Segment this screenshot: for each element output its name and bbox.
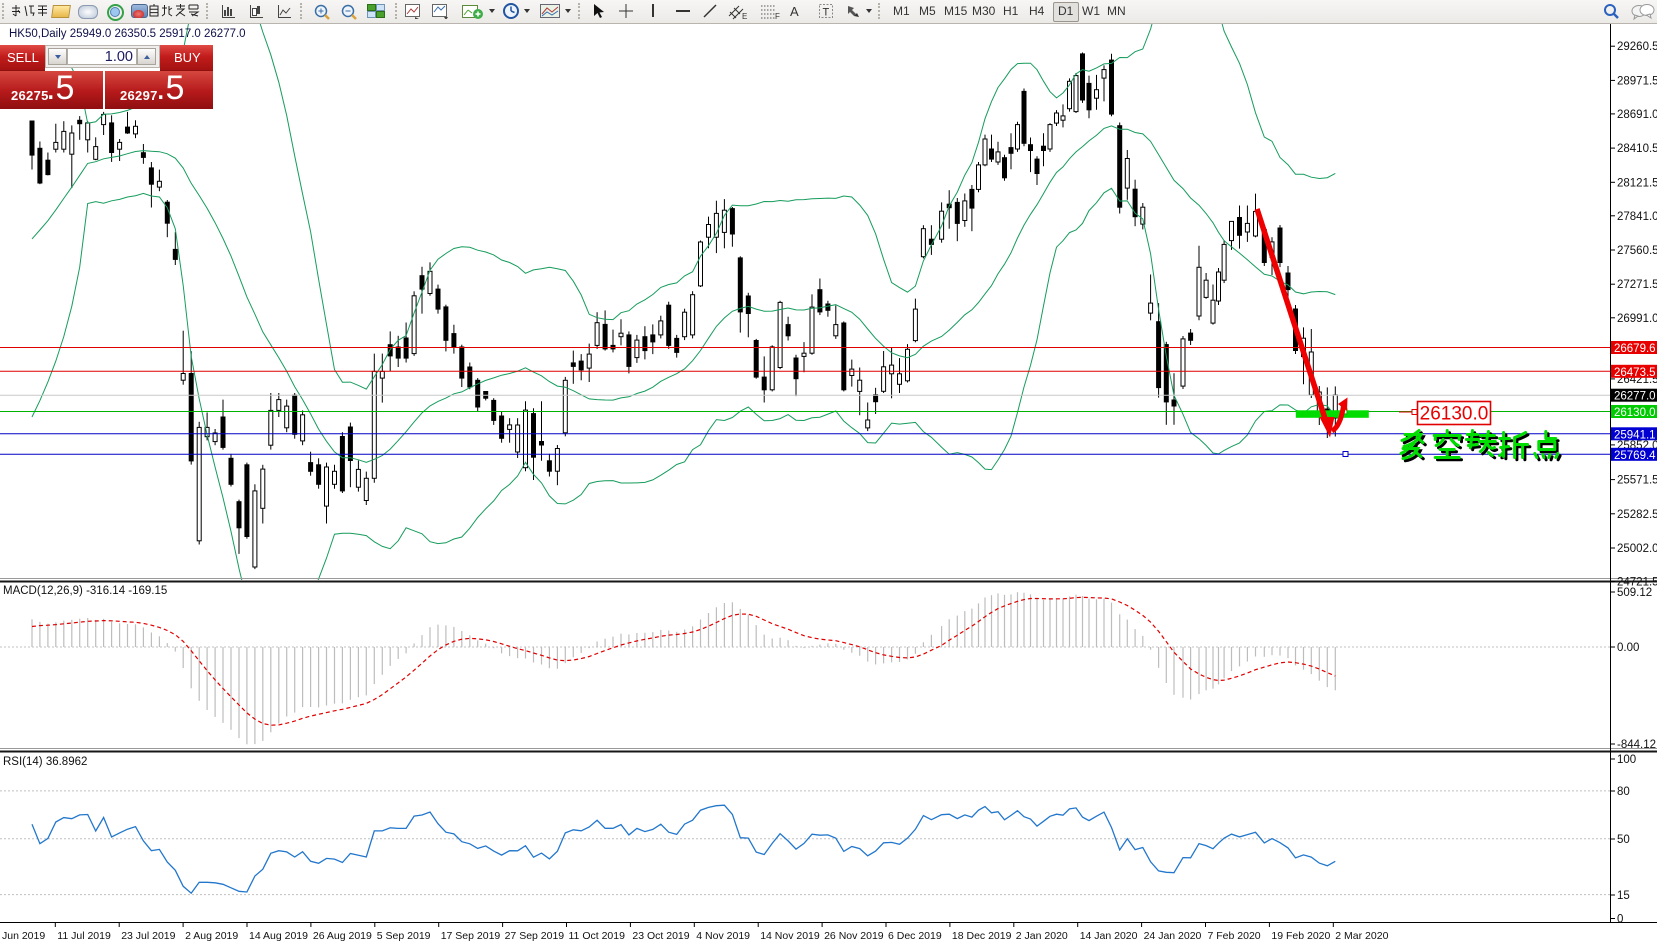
svg-text:26991.0: 26991.0 [1617, 313, 1657, 325]
svg-text:26 Nov 2019: 26 Nov 2019 [824, 930, 884, 942]
svg-text:25571.5: 25571.5 [1617, 475, 1657, 487]
svg-text:26130.0: 26130.0 [1614, 407, 1656, 419]
svg-text:100: 100 [1617, 754, 1636, 766]
svg-text:14 Nov 2019: 14 Nov 2019 [760, 930, 820, 942]
svg-text:28121.5: 28121.5 [1617, 177, 1657, 189]
svg-text:27841.0: 27841.0 [1617, 211, 1657, 223]
svg-text:26130.0: 26130.0 [1420, 404, 1489, 425]
svg-text:28971.5: 28971.5 [1617, 75, 1657, 87]
svg-text:T: T [823, 7, 830, 19]
svg-text:27271.5: 27271.5 [1617, 279, 1657, 291]
svg-text:7 Feb 2020: 7 Feb 2020 [1208, 930, 1261, 942]
svg-text:0: 0 [1617, 914, 1623, 926]
svg-text:28410.5: 28410.5 [1617, 143, 1657, 155]
svg-text:11 Jul 2019: 11 Jul 2019 [57, 930, 111, 942]
svg-text:25002.0: 25002.0 [1617, 543, 1657, 555]
svg-text:15: 15 [1617, 890, 1630, 902]
svg-text:2 Aug 2019: 2 Aug 2019 [185, 930, 238, 942]
svg-text:E: E [742, 12, 747, 20]
svg-text:23 Jul 2019: 23 Jul 2019 [121, 930, 175, 942]
svg-text:27560.5: 27560.5 [1617, 245, 1657, 257]
svg-text:11 Oct 2019: 11 Oct 2019 [569, 930, 626, 942]
svg-text:0.00: 0.00 [1617, 642, 1639, 654]
svg-text:25282.5: 25282.5 [1617, 509, 1657, 521]
svg-text:2 Jan 2020: 2 Jan 2020 [1016, 930, 1068, 942]
svg-text:25941.1: 25941.1 [1614, 429, 1656, 441]
svg-text:6 Dec 2019: 6 Dec 2019 [888, 930, 942, 942]
svg-text:29260.5: 29260.5 [1617, 41, 1657, 53]
svg-text:509.12: 509.12 [1617, 587, 1652, 599]
svg-text:14 Jan 2020: 14 Jan 2020 [1080, 930, 1138, 942]
svg-text:26 Aug 2019: 26 Aug 2019 [313, 930, 372, 942]
svg-text:F: F [775, 12, 780, 20]
svg-text:26473.5: 26473.5 [1614, 367, 1656, 379]
svg-text:5 Sep 2019: 5 Sep 2019 [377, 930, 431, 942]
svg-text:24721.5: 24721.5 [1617, 577, 1657, 589]
svg-text:17 Sep 2019: 17 Sep 2019 [441, 930, 501, 942]
svg-text:24 Jan 2020: 24 Jan 2020 [1144, 930, 1202, 942]
svg-text:RSI(14) 36.8962: RSI(14) 36.8962 [3, 756, 87, 768]
svg-text:Jun 2019: Jun 2019 [2, 930, 45, 942]
svg-text:18 Dec 2019: 18 Dec 2019 [952, 930, 1012, 942]
svg-text:-844.12: -844.12 [1617, 739, 1656, 751]
svg-text:27 Sep 2019: 27 Sep 2019 [505, 930, 565, 942]
svg-text:28691.0: 28691.0 [1617, 109, 1657, 121]
svg-text:19 Feb 2020: 19 Feb 2020 [1271, 930, 1330, 942]
svg-text:50: 50 [1617, 834, 1630, 846]
svg-text:23 Oct 2019: 23 Oct 2019 [632, 930, 689, 942]
svg-text:4 Nov 2019: 4 Nov 2019 [696, 930, 750, 942]
svg-text:HK50,Daily 25949.0 26350.5 25: HK50,Daily 25949.0 26350.5 25917.0 26277… [9, 28, 246, 40]
svg-text:14 Aug 2019: 14 Aug 2019 [249, 930, 308, 942]
svg-text:26277.0: 26277.0 [1614, 391, 1656, 403]
svg-text:80: 80 [1617, 786, 1630, 798]
svg-text:2 Mar 2020: 2 Mar 2020 [1335, 930, 1388, 942]
svg-text:MACD(12,26,9) -316.14 -169.15: MACD(12,26,9) -316.14 -169.15 [3, 585, 167, 597]
svg-text:25769.4: 25769.4 [1614, 450, 1656, 462]
svg-text:26679.6: 26679.6 [1614, 343, 1656, 355]
